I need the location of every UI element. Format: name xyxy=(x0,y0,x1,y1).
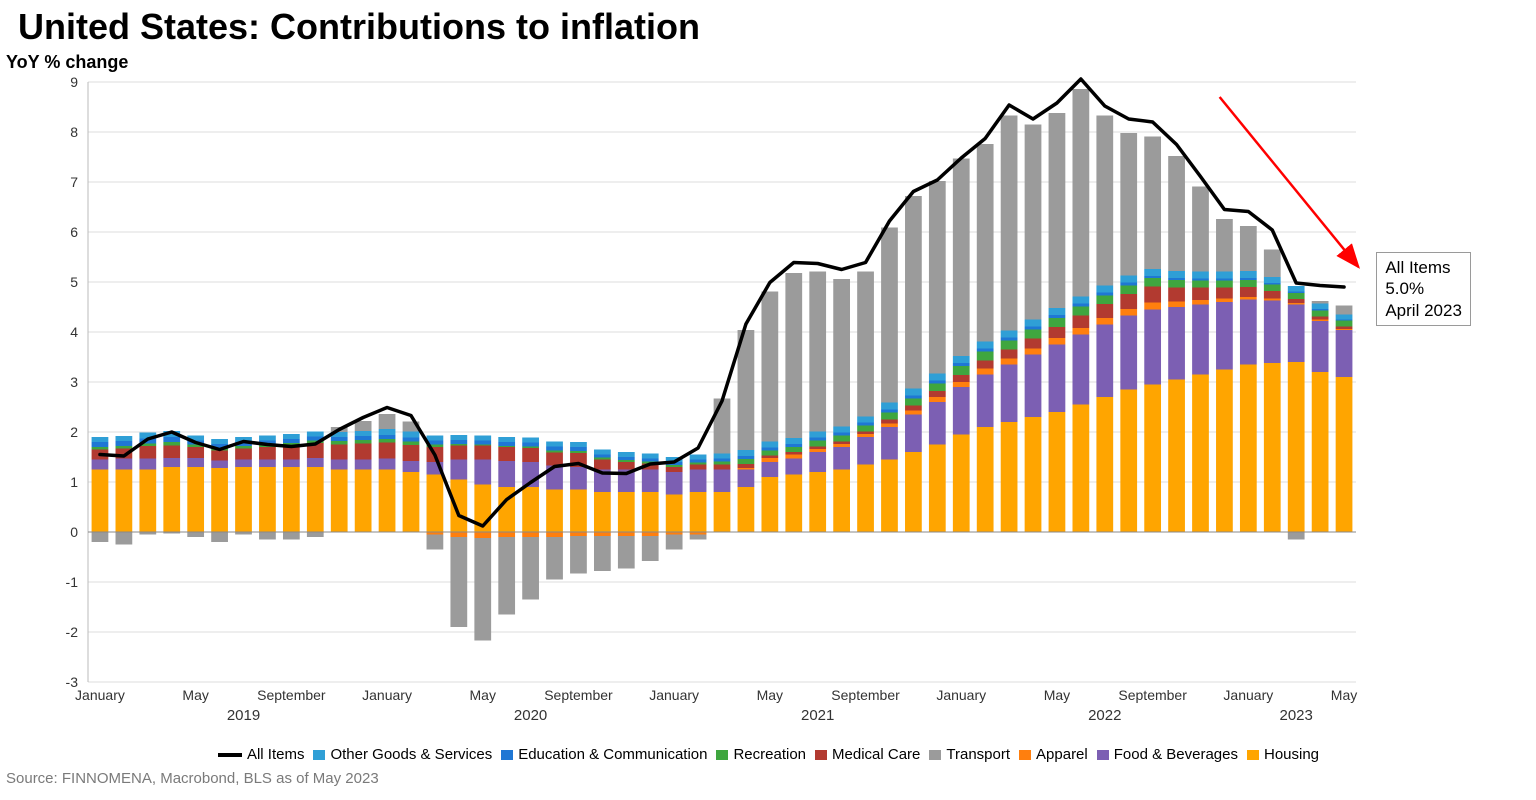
svg-text:January: January xyxy=(1223,687,1273,703)
svg-text:0: 0 xyxy=(70,524,78,540)
callout-line3: April 2023 xyxy=(1385,300,1462,321)
legend-item: Medical Care xyxy=(814,746,920,763)
svg-text:2020: 2020 xyxy=(514,707,547,724)
legend-item: All Items xyxy=(217,746,305,763)
legend-label: Medical Care xyxy=(832,746,920,763)
svg-text:2: 2 xyxy=(70,424,78,440)
svg-text:-1: -1 xyxy=(66,574,79,590)
svg-text:1: 1 xyxy=(70,474,78,490)
svg-text:September: September xyxy=(831,687,900,703)
svg-text:3: 3 xyxy=(70,374,78,390)
svg-text:5: 5 xyxy=(70,274,78,290)
callout-box: All Items 5.0% April 2023 xyxy=(1376,252,1471,326)
svg-text:September: September xyxy=(1118,687,1187,703)
legend-label: Transport xyxy=(946,746,1010,763)
svg-text:September: September xyxy=(257,687,326,703)
svg-text:6: 6 xyxy=(70,224,78,240)
svg-text:May: May xyxy=(1044,687,1070,703)
chart-svg: -3-2-10123456789JanuaryMaySeptemberJanua… xyxy=(0,70,1536,730)
svg-text:May: May xyxy=(1331,687,1357,703)
svg-text:2023: 2023 xyxy=(1280,707,1313,724)
legend-item: Apparel xyxy=(1018,746,1088,763)
svg-text:2022: 2022 xyxy=(1088,707,1121,724)
legend-label: Apparel xyxy=(1036,746,1088,763)
legend-label: Education & Communication xyxy=(518,746,707,763)
legend-item: Other Goods & Services xyxy=(312,746,492,763)
legend-item: Education & Communication xyxy=(500,746,707,763)
svg-text:2021: 2021 xyxy=(801,707,834,724)
legend-label: Recreation xyxy=(733,746,806,763)
legend-label: Food & Beverages xyxy=(1114,746,1238,763)
svg-text:September: September xyxy=(544,687,613,703)
svg-text:2019: 2019 xyxy=(227,707,260,724)
legend-label: All Items xyxy=(247,746,305,763)
legend: All Items Other Goods & Services Education… xyxy=(0,746,1536,765)
svg-text:7: 7 xyxy=(70,174,78,190)
svg-text:8: 8 xyxy=(70,124,78,140)
chart-area: -3-2-10123456789JanuaryMaySeptemberJanua… xyxy=(0,70,1536,770)
legend-item: Food & Beverages xyxy=(1096,746,1238,763)
legend-item: Housing xyxy=(1246,746,1319,763)
svg-text:January: January xyxy=(936,687,986,703)
callout-line2: 5.0% xyxy=(1385,278,1462,299)
legend-item: Transport xyxy=(928,746,1010,763)
source-text: Source: FINNOMENA, Macrobond, BLS as of … xyxy=(6,770,379,787)
svg-text:January: January xyxy=(75,687,125,703)
svg-text:January: January xyxy=(362,687,412,703)
chart-title: United States: Contributions to inflatio… xyxy=(18,6,700,48)
svg-text:May: May xyxy=(757,687,783,703)
legend-label: Other Goods & Services xyxy=(330,746,492,763)
legend-item: Recreation xyxy=(715,746,806,763)
legend-label: Housing xyxy=(1264,746,1319,763)
svg-text:9: 9 xyxy=(70,74,78,90)
svg-text:-2: -2 xyxy=(66,624,79,640)
svg-text:January: January xyxy=(649,687,699,703)
svg-text:May: May xyxy=(182,687,208,703)
svg-text:4: 4 xyxy=(70,324,78,340)
callout-line1: All Items xyxy=(1385,257,1462,278)
svg-text:May: May xyxy=(470,687,496,703)
